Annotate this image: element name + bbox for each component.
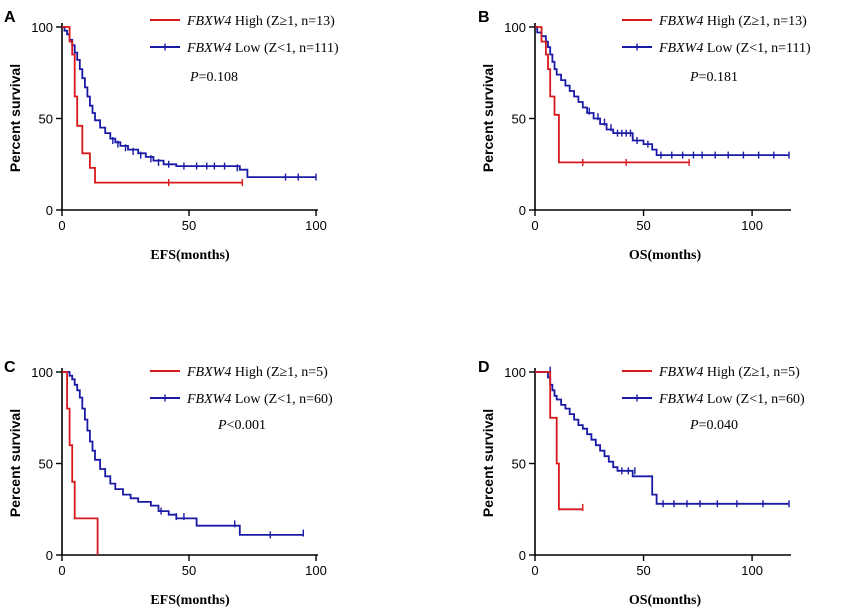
y-tick-label: 50: [512, 112, 526, 127]
km-curve-low: [535, 26, 789, 157]
legend-label-high: FBXW4 High (Z≥1, n=5): [658, 365, 800, 380]
panel-letter: B: [478, 9, 490, 26]
km-curve-low: [62, 371, 304, 536]
y-tick-label: 50: [512, 457, 526, 472]
legend-label-high: FBXW4 High (Z≥1, n=13): [186, 14, 335, 29]
x-tick-label: 100: [741, 563, 763, 578]
legend-label-low: FBXW4 Low (Z<1, n=111): [658, 41, 811, 56]
x-tick-label: 0: [58, 218, 65, 233]
y-tick-label: 100: [31, 365, 53, 380]
km-curve-high: [535, 26, 690, 164]
x-tick-label: 50: [636, 563, 650, 578]
y-tick-label: 100: [31, 20, 53, 35]
p-value-text: =0.181: [699, 70, 738, 85]
p-symbol: P: [689, 70, 699, 85]
legend-gene: FBXW4: [186, 392, 231, 407]
legend-label-high: FBXW4 High (Z≥1, n=5): [186, 365, 328, 380]
y-axis-label: Percent survival: [480, 409, 496, 517]
x-tick-label: 50: [182, 563, 196, 578]
x-axis-label: OS(months): [629, 593, 702, 608]
legend-label-low: FBXW4 Low (Z<1, n=60): [186, 392, 333, 407]
panel-C: C 0 50 100 0 50 100 Percent survival EFS(months)…: [4, 359, 333, 608]
panel-letter: C: [4, 359, 16, 376]
legend-rest: High (Z≥1, n=13): [231, 14, 335, 29]
km-curve-low: [535, 371, 789, 505]
panel-letter: D: [478, 359, 490, 376]
panel-D: D 0 50 100 0 50 100 Percent survival OS(months) F…: [478, 359, 805, 608]
legend-rest: Low (Z<1, n=60): [703, 392, 805, 407]
legend-gene: FBXW4: [658, 41, 703, 56]
x-tick-label: 100: [305, 563, 327, 578]
legend-rest: Low (Z<1, n=111): [703, 41, 811, 56]
legend-gene: FBXW4: [658, 14, 703, 29]
x-tick-label: 100: [741, 218, 763, 233]
legend-label-high: FBXW4 High (Z≥1, n=13): [658, 14, 807, 29]
km-curve-high: [62, 371, 99, 555]
x-tick-label: 0: [58, 563, 65, 578]
p-value: P=0.040: [689, 418, 738, 433]
panel-letter: A: [4, 9, 16, 26]
km-curve-low: [62, 26, 316, 179]
y-tick-label: 0: [519, 203, 526, 218]
y-axis-label: Percent survival: [480, 64, 496, 172]
x-tick-label: 100: [305, 218, 327, 233]
legend-gene: FBXW4: [658, 392, 703, 407]
p-symbol: P: [217, 418, 227, 433]
y-axis-label: Percent survival: [7, 409, 23, 517]
p-value: P=0.181: [689, 70, 738, 85]
p-value: P=0.108: [189, 70, 238, 85]
x-axis-label: EFS(months): [150, 593, 230, 608]
y-tick-label: 50: [39, 457, 53, 472]
p-value-text: <0.001: [227, 418, 266, 433]
legend-rest: Low (Z<1, n=111): [231, 41, 339, 56]
km-curve-high: [535, 371, 583, 511]
x-axis-label: OS(months): [629, 248, 702, 263]
legend-gene: FBXW4: [186, 365, 231, 380]
p-symbol: P: [189, 70, 199, 85]
legend-rest: Low (Z<1, n=60): [231, 392, 333, 407]
legend-label-low: FBXW4 Low (Z<1, n=111): [186, 41, 339, 56]
x-tick-label: 0: [531, 563, 538, 578]
legend-rest: High (Z≥1, n=5): [231, 365, 328, 380]
y-tick-label: 0: [46, 203, 53, 218]
y-tick-label: 0: [46, 548, 53, 563]
x-axis-label: EFS(months): [150, 248, 230, 263]
legend-rest: High (Z≥1, n=13): [703, 14, 807, 29]
p-value: P<0.001: [217, 418, 266, 433]
legend-rest: High (Z≥1, n=5): [703, 365, 800, 380]
y-tick-label: 100: [504, 20, 526, 35]
legend-gene: FBXW4: [186, 41, 231, 56]
x-tick-label: 50: [182, 218, 196, 233]
p-value-text: =0.108: [199, 70, 238, 85]
y-axis-label: Percent survival: [7, 64, 23, 172]
p-value-text: =0.040: [699, 418, 738, 433]
km-curve-high: [62, 26, 243, 184]
y-tick-label: 100: [504, 365, 526, 380]
x-tick-label: 50: [636, 218, 650, 233]
legend-gene: FBXW4: [658, 365, 703, 380]
y-tick-label: 0: [519, 548, 526, 563]
x-tick-label: 0: [531, 218, 538, 233]
legend-label-low: FBXW4 Low (Z<1, n=60): [658, 392, 805, 407]
y-tick-label: 50: [39, 112, 53, 127]
p-symbol: P: [689, 418, 699, 433]
legend-gene: FBXW4: [186, 14, 231, 29]
panel-A: A 0 50 100 0 50 100 Percent survival EFS(months)…: [4, 9, 339, 263]
panel-B: B 0 50 100 0 50 100 Percent survival OS(months) F…: [478, 9, 811, 263]
